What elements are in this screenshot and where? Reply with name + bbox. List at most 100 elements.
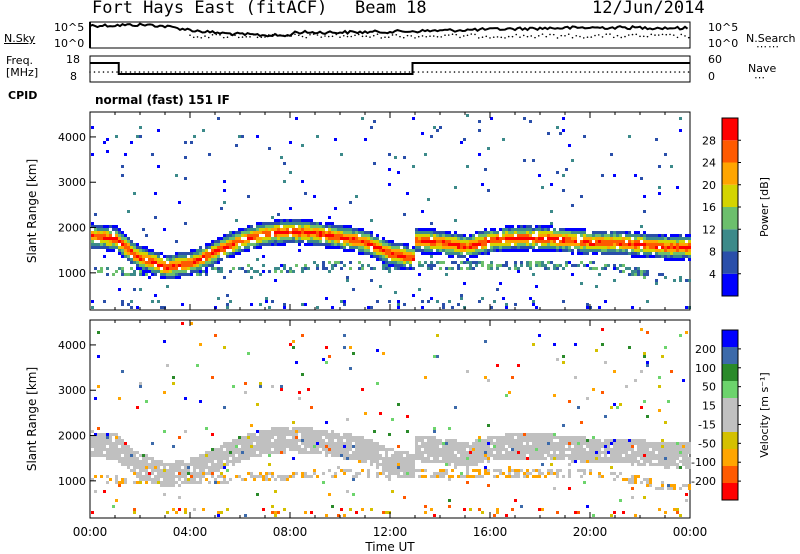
power-panel-cell: [190, 261, 193, 264]
velocity-panel-cell: [226, 460, 229, 463]
power-panel-cell: [550, 231, 553, 234]
power-panel-cell: [280, 243, 283, 246]
velocity-panel-cell: [535, 454, 538, 457]
velocity-panel-cell: [529, 436, 532, 439]
velocity-panel-cell: [376, 454, 379, 457]
power-panel-cell: [475, 237, 478, 240]
velocity-panel-cell: [391, 460, 394, 463]
velocity-panel-cell: [433, 439, 436, 442]
power-panel-cell: [430, 267, 433, 270]
velocity-panel-cell: [658, 451, 661, 454]
power-panel-cell: [448, 243, 451, 246]
velocity-panel-cell: [502, 472, 505, 475]
velocity-panel-cell: [592, 448, 595, 451]
velocity-panel-cell: [448, 448, 451, 451]
power-panel-cell: [676, 249, 679, 252]
velocity-panel-cell: [592, 439, 595, 442]
power-panel-cell: [256, 231, 259, 234]
power-colorbar-tick-label: 28: [702, 134, 716, 147]
nave-point: [386, 71, 388, 73]
velocity-panel-cell: [382, 352, 385, 355]
velocity-panel-cell: [316, 442, 319, 445]
power-panel-cell: [478, 252, 481, 255]
velocity-panel-cell: [496, 511, 499, 514]
velocity-panel-cell: [448, 451, 451, 454]
power-panel-cell: [478, 237, 481, 240]
nsearch-point: [357, 33, 360, 36]
power-panel-cell: [403, 261, 406, 264]
power-panel-cell: [199, 249, 202, 252]
velocity-panel-cell: [103, 433, 106, 436]
velocity-panel-cell: [364, 457, 367, 460]
power-panel-cell: [571, 237, 574, 240]
power-panel-cell: [328, 228, 331, 231]
power-panel-cell: [283, 237, 286, 240]
power-panel-cell: [295, 117, 298, 120]
power-panel-cell: [463, 249, 466, 252]
velocity-panel-cell: [232, 385, 235, 388]
velocity-panel-cell: [685, 457, 688, 460]
nave-point: [147, 71, 150, 73]
velocity-panel-cell: [361, 439, 364, 442]
velocity-panel-cell: [289, 445, 292, 448]
velocity-panel-cell: [127, 457, 130, 460]
power-panel-cell: [271, 237, 274, 240]
velocity-panel-cell: [127, 445, 130, 448]
velocity-panel-cell: [289, 448, 292, 451]
velocity-panel-cell: [268, 472, 271, 475]
velocity-panel-cell: [379, 448, 382, 451]
power-panel-cell: [364, 249, 367, 252]
power-panel-cell: [457, 249, 460, 252]
power-panel-cell: [679, 276, 682, 279]
power-panel-cell: [478, 129, 481, 132]
power-panel-cell: [580, 246, 583, 249]
power-panel-cell: [544, 231, 547, 234]
power-panel-cell: [118, 252, 121, 255]
power-panel-cell: [616, 249, 619, 252]
power-panel-cell: [454, 231, 457, 234]
power-panel-cell: [550, 222, 553, 225]
velocity-panel-cell: [610, 442, 613, 445]
velocity-panel-cell: [379, 412, 382, 415]
power-panel-cell: [526, 249, 529, 252]
power-panel-cell: [121, 273, 124, 276]
velocity-panel-cell: [667, 445, 670, 448]
power-panel-cell: [682, 255, 685, 258]
velocity-panel-cell: [388, 466, 391, 469]
velocity-panel-cell: [370, 451, 373, 454]
power-panel-cell: [631, 252, 634, 255]
velocity-panel-cell: [151, 481, 154, 484]
power-panel-cell: [394, 261, 397, 264]
velocity-panel-cell: [574, 454, 577, 457]
velocity-panel-cell: [658, 508, 661, 511]
power-panel-cell: [340, 243, 343, 246]
velocity-panel-cell: [460, 460, 463, 463]
power-panel-cell: [550, 243, 553, 246]
velocity-panel-cell: [535, 469, 538, 472]
velocity-panel-cell: [427, 460, 430, 463]
nave-point: [381, 71, 384, 73]
power-panel-cell: [553, 243, 556, 246]
power-panel-cell: [688, 255, 691, 258]
velocity-panel-cell: [496, 469, 499, 472]
power-panel-cell: [532, 231, 535, 234]
power-panel-cell: [106, 234, 109, 237]
power-panel-cell: [94, 213, 97, 216]
velocity-panel-cell: [352, 436, 355, 439]
velocity-panel-cell: [229, 451, 232, 454]
velocity-panel-cell: [133, 454, 136, 457]
power-panel-cell: [688, 234, 691, 237]
power-panel-cell: [574, 243, 577, 246]
velocity-panel-cell: [121, 463, 124, 466]
velocity-panel-cell: [565, 454, 568, 457]
power-panel-cell: [556, 246, 559, 249]
velocity-panel-cell: [526, 436, 529, 439]
velocity-panel-cell: [472, 448, 475, 451]
velocity-panel-cell: [256, 430, 259, 433]
power-panel-cell: [265, 297, 268, 300]
power-panel-cell: [607, 243, 610, 246]
velocity-panel-cell: [613, 439, 616, 442]
velocity-panel-cell: [238, 439, 241, 442]
power-panel-cell: [604, 246, 607, 249]
power-panel-cell: [286, 237, 289, 240]
